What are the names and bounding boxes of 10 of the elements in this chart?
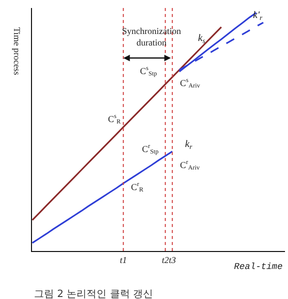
y-axis-title: Time process xyxy=(12,27,22,76)
series-label: k$_{s}$ xyxy=(198,33,206,46)
series-label: k$_{r}$ xyxy=(185,139,192,152)
x-tick-label: t3 xyxy=(168,254,176,265)
x-tick-label: t1 xyxy=(120,254,127,265)
annotation: Synchronization duration xyxy=(122,26,182,48)
series-label: k'$_{r}$ xyxy=(253,10,263,22)
x-tick-label: t2 xyxy=(162,254,170,265)
x-axis-title: Real-time xyxy=(234,262,283,272)
text: 그림 2 논리적인 클럭 갱신 xyxy=(34,289,154,299)
